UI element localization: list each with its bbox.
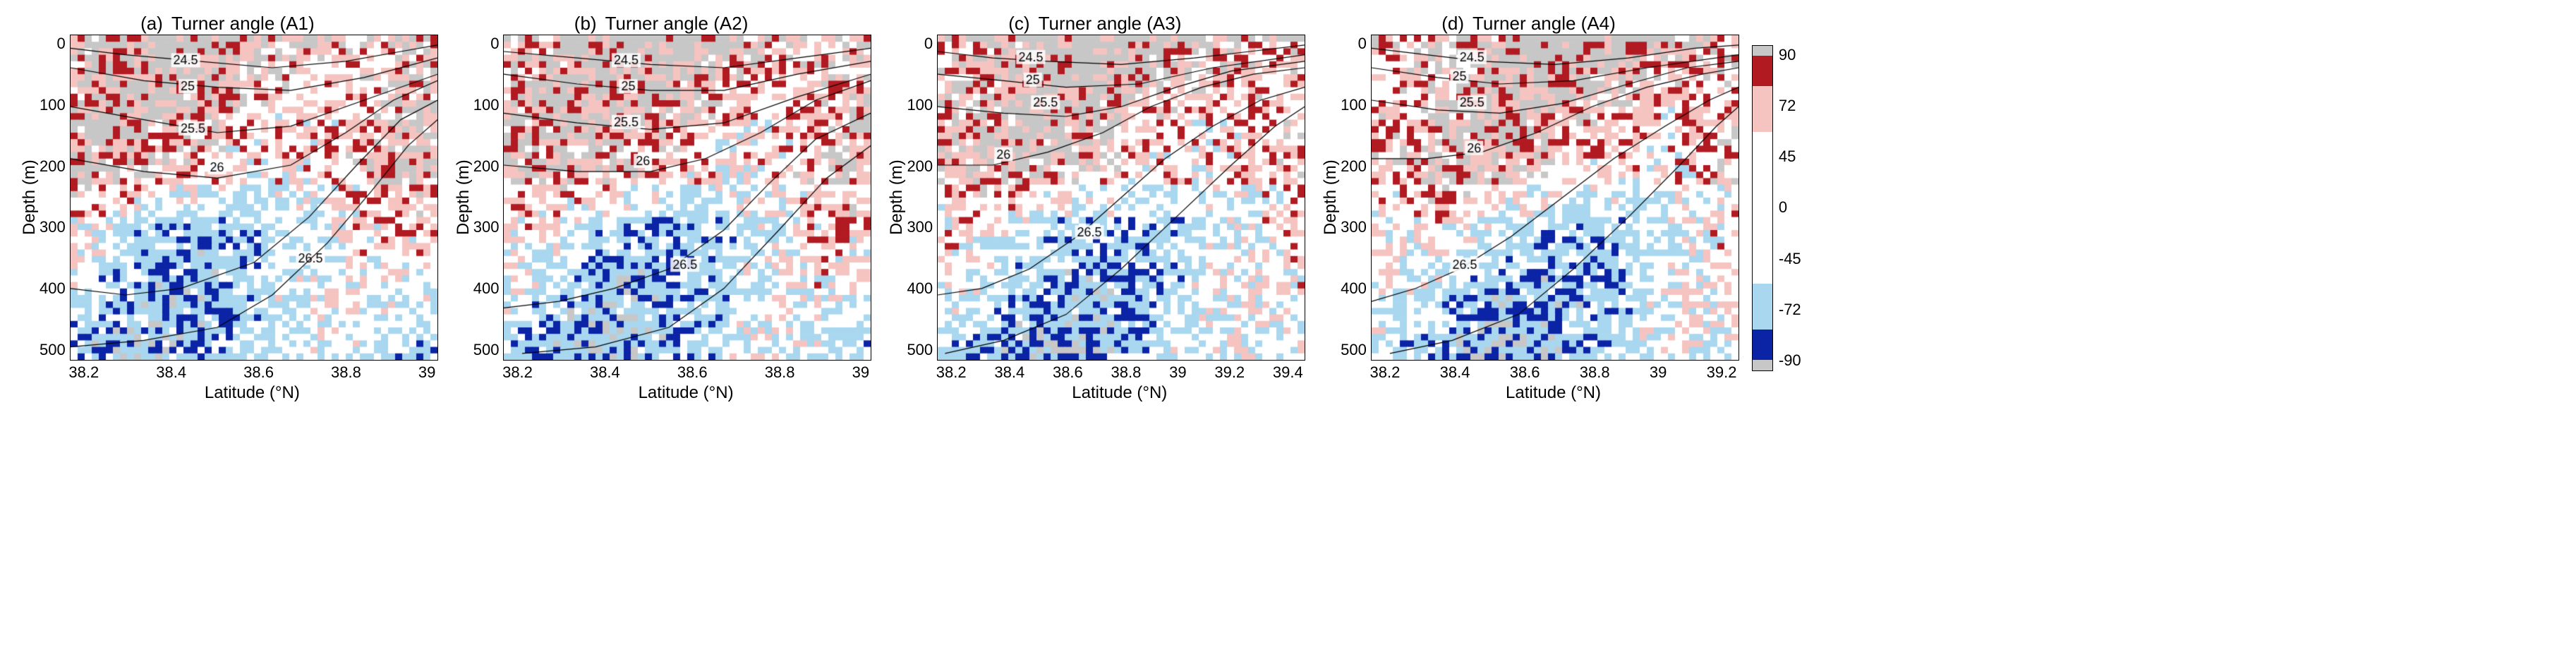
panel-A3: (c) Turner angle (A3) Depth (m) 0 100 200 300 4… bbox=[884, 13, 1305, 403]
ytick: 100 bbox=[907, 96, 933, 114]
xtick: 39 bbox=[1650, 363, 1667, 382]
xtick: 38.8 bbox=[765, 363, 795, 382]
xtick: 39 bbox=[852, 363, 869, 382]
ytick: 300 bbox=[1341, 218, 1367, 236]
plot-area bbox=[1371, 35, 1739, 361]
panel-A4: (d) Turner angle (A4) Depth (m) 0 100 200 300 4… bbox=[1318, 13, 1739, 403]
xtick: 38.4 bbox=[994, 363, 1024, 382]
xtick: 38.4 bbox=[1440, 363, 1470, 382]
xtick: 38.8 bbox=[1111, 363, 1142, 382]
ytick: 500 bbox=[1341, 341, 1367, 359]
xlabel: Latitude (°N) bbox=[502, 382, 869, 403]
xtick: 38.8 bbox=[1580, 363, 1610, 382]
plot-area bbox=[70, 35, 438, 361]
xtick: 38.2 bbox=[936, 363, 967, 382]
ytick: 0 bbox=[1358, 35, 1367, 53]
figure: (a) Turner angle (A1) Depth (m) 0 100 200 300 4… bbox=[0, 0, 2576, 416]
ylabel: Depth (m) bbox=[884, 35, 907, 361]
xtick: 39.4 bbox=[1273, 363, 1303, 382]
ytick: 200 bbox=[907, 157, 933, 176]
ytick: 100 bbox=[1341, 96, 1367, 114]
panel-title: Turner angle (A1) bbox=[171, 13, 315, 35]
colorbar-tick: -90 bbox=[1779, 351, 1801, 370]
xtick: 38.2 bbox=[68, 363, 99, 382]
xtick: 38.2 bbox=[502, 363, 533, 382]
xtick: 38.4 bbox=[590, 363, 620, 382]
ytick: 500 bbox=[907, 341, 933, 359]
xlabel: Latitude (°N) bbox=[1370, 382, 1737, 403]
panel-title: Turner angle (A4) bbox=[1473, 13, 1616, 35]
panel-A1: (a) Turner angle (A1) Depth (m) 0 100 200 300 4… bbox=[17, 13, 438, 403]
ytick: 400 bbox=[1341, 279, 1367, 298]
ytick: 200 bbox=[1341, 157, 1367, 176]
ylabel: Depth (m) bbox=[17, 35, 40, 361]
colorbar-tick: -45 bbox=[1779, 250, 1801, 268]
xtick: 38.4 bbox=[156, 363, 186, 382]
panel-letter: (d) bbox=[1441, 13, 1464, 35]
ytick: 300 bbox=[907, 218, 933, 236]
ytick: 400 bbox=[907, 279, 933, 298]
plot-area bbox=[503, 35, 871, 361]
ytick: 500 bbox=[473, 341, 500, 359]
xtick: 38.2 bbox=[1370, 363, 1401, 382]
ytick: 100 bbox=[40, 96, 66, 114]
ylabel: Depth (m) bbox=[451, 35, 473, 361]
xtick: 39.2 bbox=[1214, 363, 1245, 382]
xtick: 38.6 bbox=[1053, 363, 1083, 382]
xtick: 39 bbox=[418, 363, 435, 382]
panel-letter: (a) bbox=[140, 13, 163, 35]
ytick: 300 bbox=[473, 218, 500, 236]
xtick: 38.6 bbox=[243, 363, 274, 382]
ytick: 200 bbox=[473, 157, 500, 176]
colorbar-tick: 72 bbox=[1779, 97, 1801, 115]
colorbar: 90 72 45 0 -45 -72 -90 bbox=[1752, 46, 1801, 370]
ytick: 0 bbox=[924, 35, 933, 53]
xtick: 38.8 bbox=[331, 363, 361, 382]
xtick: 39 bbox=[1169, 363, 1186, 382]
ytick: 400 bbox=[40, 279, 66, 298]
ytick: 500 bbox=[40, 341, 66, 359]
xtick: 39.2 bbox=[1707, 363, 1737, 382]
colorbar-tick: 45 bbox=[1779, 147, 1801, 166]
xtick: 38.6 bbox=[677, 363, 708, 382]
ytick: 0 bbox=[490, 35, 499, 53]
ylabel: Depth (m) bbox=[1318, 35, 1341, 361]
xtick: 38.6 bbox=[1510, 363, 1540, 382]
panel-title: Turner angle (A3) bbox=[1039, 13, 1182, 35]
xlabel: Latitude (°N) bbox=[936, 382, 1303, 403]
colorbar-tick: 90 bbox=[1779, 46, 1801, 64]
colorbar-tick: 0 bbox=[1779, 198, 1801, 217]
ytick: 300 bbox=[40, 218, 66, 236]
panel-letter: (b) bbox=[574, 13, 597, 35]
ytick: 0 bbox=[56, 35, 65, 53]
xlabel: Latitude (°N) bbox=[68, 382, 435, 403]
ytick: 400 bbox=[473, 279, 500, 298]
panel-A2: (b) Turner angle (A2) Depth (m) 0 100 200 300 4… bbox=[451, 13, 872, 403]
colorbar-tick: -72 bbox=[1779, 301, 1801, 319]
panel-title: Turner angle (A2) bbox=[605, 13, 749, 35]
panel-letter: (c) bbox=[1008, 13, 1029, 35]
ytick: 100 bbox=[473, 96, 500, 114]
ytick: 200 bbox=[40, 157, 66, 176]
plot-area bbox=[937, 35, 1305, 361]
